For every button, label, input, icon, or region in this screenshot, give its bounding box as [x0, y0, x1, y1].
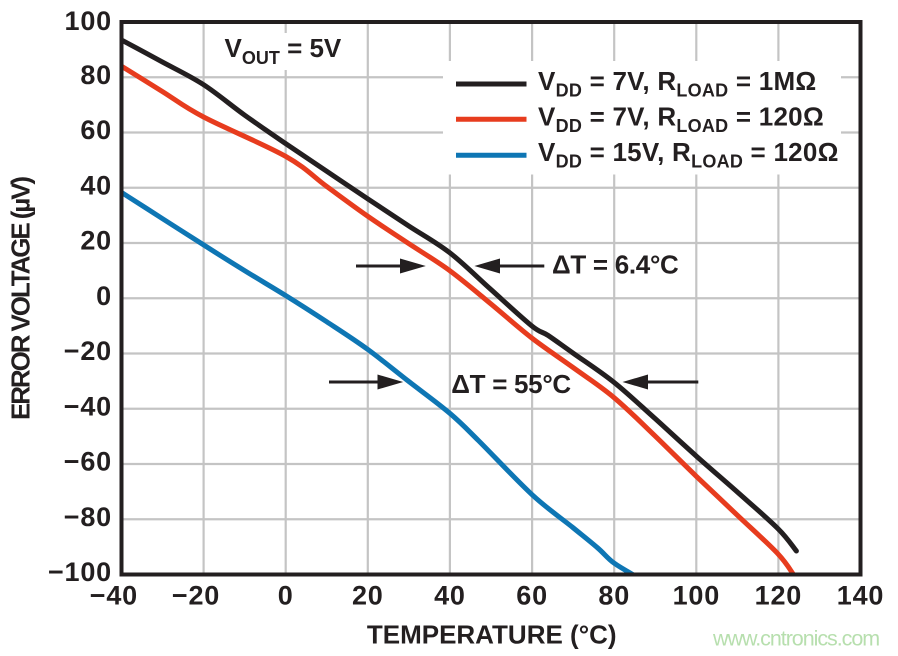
svg-text:ΔT = 55°C: ΔT = 55°C: [451, 369, 571, 399]
svg-text:−60: −60: [64, 447, 112, 477]
svg-text:40: 40: [434, 581, 466, 611]
svg-text:TEMPERATURE (°C): TEMPERATURE (°C): [367, 620, 617, 650]
svg-text:20: 20: [352, 581, 384, 611]
svg-text:0: 0: [96, 281, 112, 311]
svg-text:−80: −80: [64, 502, 112, 532]
svg-text:100: 100: [65, 6, 112, 36]
svg-text:ΔT = 6.4°C: ΔT = 6.4°C: [552, 250, 679, 280]
svg-text:www.cntronics.com: www.cntronics.com: [712, 627, 879, 651]
svg-text:ERROR VOLTAGE (µV): ERROR VOLTAGE (µV): [6, 177, 36, 420]
svg-text:−20: −20: [64, 336, 112, 366]
svg-text:−40: −40: [64, 391, 112, 421]
svg-text:120: 120: [755, 581, 802, 611]
svg-text:VDD = 15V, RLOAD = 120Ω: VDD = 15V, RLOAD = 120Ω: [538, 137, 839, 172]
svg-text:−40: −40: [90, 581, 138, 611]
svg-text:−20: −20: [172, 581, 220, 611]
svg-text:VDD = 7V, RLOAD = 1MΩ: VDD = 7V, RLOAD = 1MΩ: [538, 66, 816, 101]
svg-text:80: 80: [80, 60, 112, 90]
svg-text:100: 100: [673, 581, 720, 611]
svg-text:60: 60: [516, 581, 548, 611]
svg-text:20: 20: [80, 226, 112, 256]
svg-text:VDD = 7V, RLOAD = 120Ω: VDD = 7V, RLOAD = 120Ω: [538, 102, 824, 137]
svg-text:VOUT = 5V: VOUT = 5V: [225, 33, 342, 68]
svg-text:40: 40: [80, 170, 112, 200]
svg-text:−100: −100: [48, 557, 112, 587]
svg-text:140: 140: [837, 581, 884, 611]
svg-text:0: 0: [278, 581, 294, 611]
svg-text:60: 60: [80, 115, 112, 145]
svg-text:80: 80: [598, 581, 630, 611]
